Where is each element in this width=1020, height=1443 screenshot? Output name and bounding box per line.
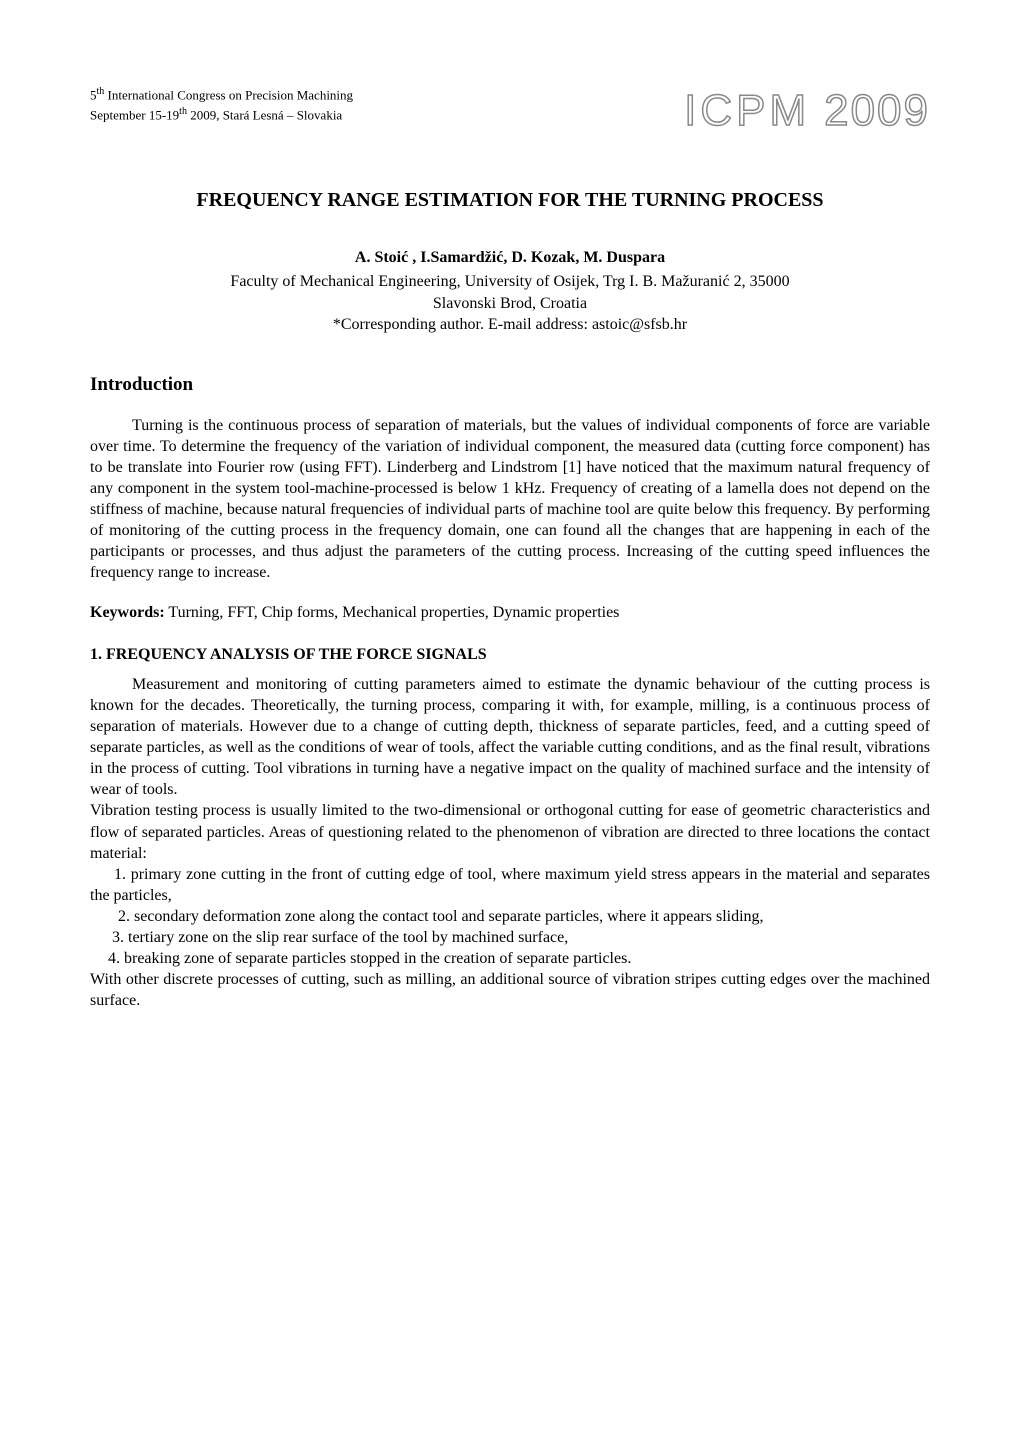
section-1-item-4: 4. breaking zone of separate particles s… [90, 948, 930, 969]
authors: A. Stoić , I.Samardžić, D. Kozak, M. Dus… [90, 248, 930, 267]
section-1-item-3: 3. tertiary zone on the slip rear surfac… [90, 927, 930, 948]
conf-line2-post: 2009, Stará Lesná – Slovakia [187, 107, 342, 122]
logo-text: ICPM [684, 85, 810, 138]
logo-year: 2009 [824, 85, 930, 138]
affiliation-line-3: *Corresponding author. E-mail address: a… [90, 314, 930, 336]
section-1-para-3: With other discrete processes of cutting… [90, 969, 930, 1011]
keywords: Keywords: Turning, FFT, Chip forms, Mech… [90, 603, 930, 622]
paper-title: FREQUENCY RANGE ESTIMATION FOR THE TURNI… [90, 188, 930, 212]
section-1-para-2: Vibration testing process is usually lim… [90, 800, 930, 863]
section-1-item-2: 2. secondary deformation zone along the … [90, 906, 930, 927]
affiliation-line-1: Faculty of Mechanical Engineering, Unive… [90, 271, 930, 293]
keywords-values: Turning, FFT, Chip forms, Mechanical pro… [165, 604, 620, 621]
conference-line-2: September 15-19th 2009, Stará Lesná – Sl… [90, 105, 353, 125]
keywords-label: Keywords: [90, 604, 165, 621]
conference-line-1: 5th International Congress on Precision … [90, 85, 353, 105]
conf-line2-pre: September 15-19 [90, 107, 179, 122]
affiliation: Faculty of Mechanical Engineering, Unive… [90, 271, 930, 336]
affiliation-line-2: Slavonski Brod, Croatia [90, 293, 930, 315]
section-1-heading: 1. FREQUENCY ANALYSIS OF THE FORCE SIGNA… [90, 645, 930, 664]
section-1-para-1: Measurement and monitoring of cutting pa… [90, 674, 930, 801]
conference-logo: ICPM 2009 [684, 85, 930, 138]
introduction-body: Turning is the continuous process of sep… [90, 415, 930, 584]
page-header: 5th International Congress on Precision … [90, 85, 930, 138]
conf-line1-post: International Congress on Precision Mach… [104, 87, 353, 102]
section-1-item-1: 1. primary zone cutting in the front of … [90, 864, 930, 906]
conference-info: 5th International Congress on Precision … [90, 85, 353, 124]
conf-line2-sup: th [179, 106, 187, 117]
introduction-heading: Introduction [90, 374, 930, 397]
